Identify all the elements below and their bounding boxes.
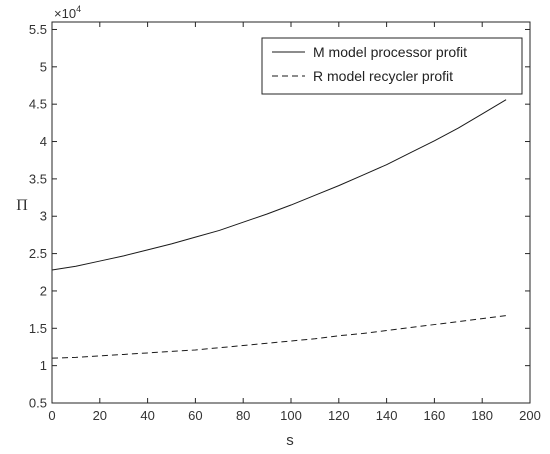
series-line-m-model-processor-profit (51, 99, 507, 271)
x-tick-label: 120 (328, 408, 350, 423)
x-tick-label: 60 (188, 408, 202, 423)
x-tick-label: 140 (376, 408, 398, 423)
legend-box (261, 37, 523, 95)
y-tick-label: 0.5 (29, 396, 47, 411)
y-axis: 0.5 1 1.5 2 2.5 3 3.5 4 4.5 5 5.5 (29, 22, 530, 411)
series-layer (51, 99, 507, 359)
legend-label-r-model: R model recycler profit (313, 68, 453, 84)
y-tick-label: 3 (40, 209, 47, 224)
x-tick-label: 200 (519, 408, 541, 423)
y-tick-label: 3.5 (29, 171, 47, 186)
y-axis-label: Π (16, 197, 28, 214)
y-tick-label: 1.5 (29, 321, 47, 336)
y-tick-label: 2.5 (29, 246, 47, 261)
x-tick-label: 100 (280, 408, 302, 423)
y-tick-label: 4.5 (29, 97, 47, 112)
x-tick-label: 20 (93, 408, 107, 423)
x-tick-label: 40 (140, 408, 154, 423)
x-tick-label: 160 (424, 408, 446, 423)
legend: M model processor profit R model recycle… (261, 37, 523, 95)
y-tick-label: 5 (40, 59, 47, 74)
y-axis-exponent-base: ×10 (54, 6, 76, 21)
y-tick-label: 4 (40, 134, 47, 149)
y-tick-label: 1 (40, 358, 47, 373)
x-tick-label: 0 (48, 408, 55, 423)
y-axis-exponent: ×104 (54, 4, 81, 21)
legend-label-m-model: M model processor profit (313, 44, 467, 60)
y-tick-label: 5.5 (29, 22, 47, 37)
series-line-r-model-recycler-profit (51, 315, 507, 359)
y-tick-label: 2 (40, 283, 47, 298)
x-tick-label: 180 (471, 408, 493, 423)
y-axis-exponent-power: 4 (76, 4, 81, 14)
x-axis-label: s (286, 432, 294, 449)
x-tick-label: 80 (236, 408, 250, 423)
x-axis: 0 20 40 60 80 100 120 140 160 180 200 (48, 22, 541, 423)
